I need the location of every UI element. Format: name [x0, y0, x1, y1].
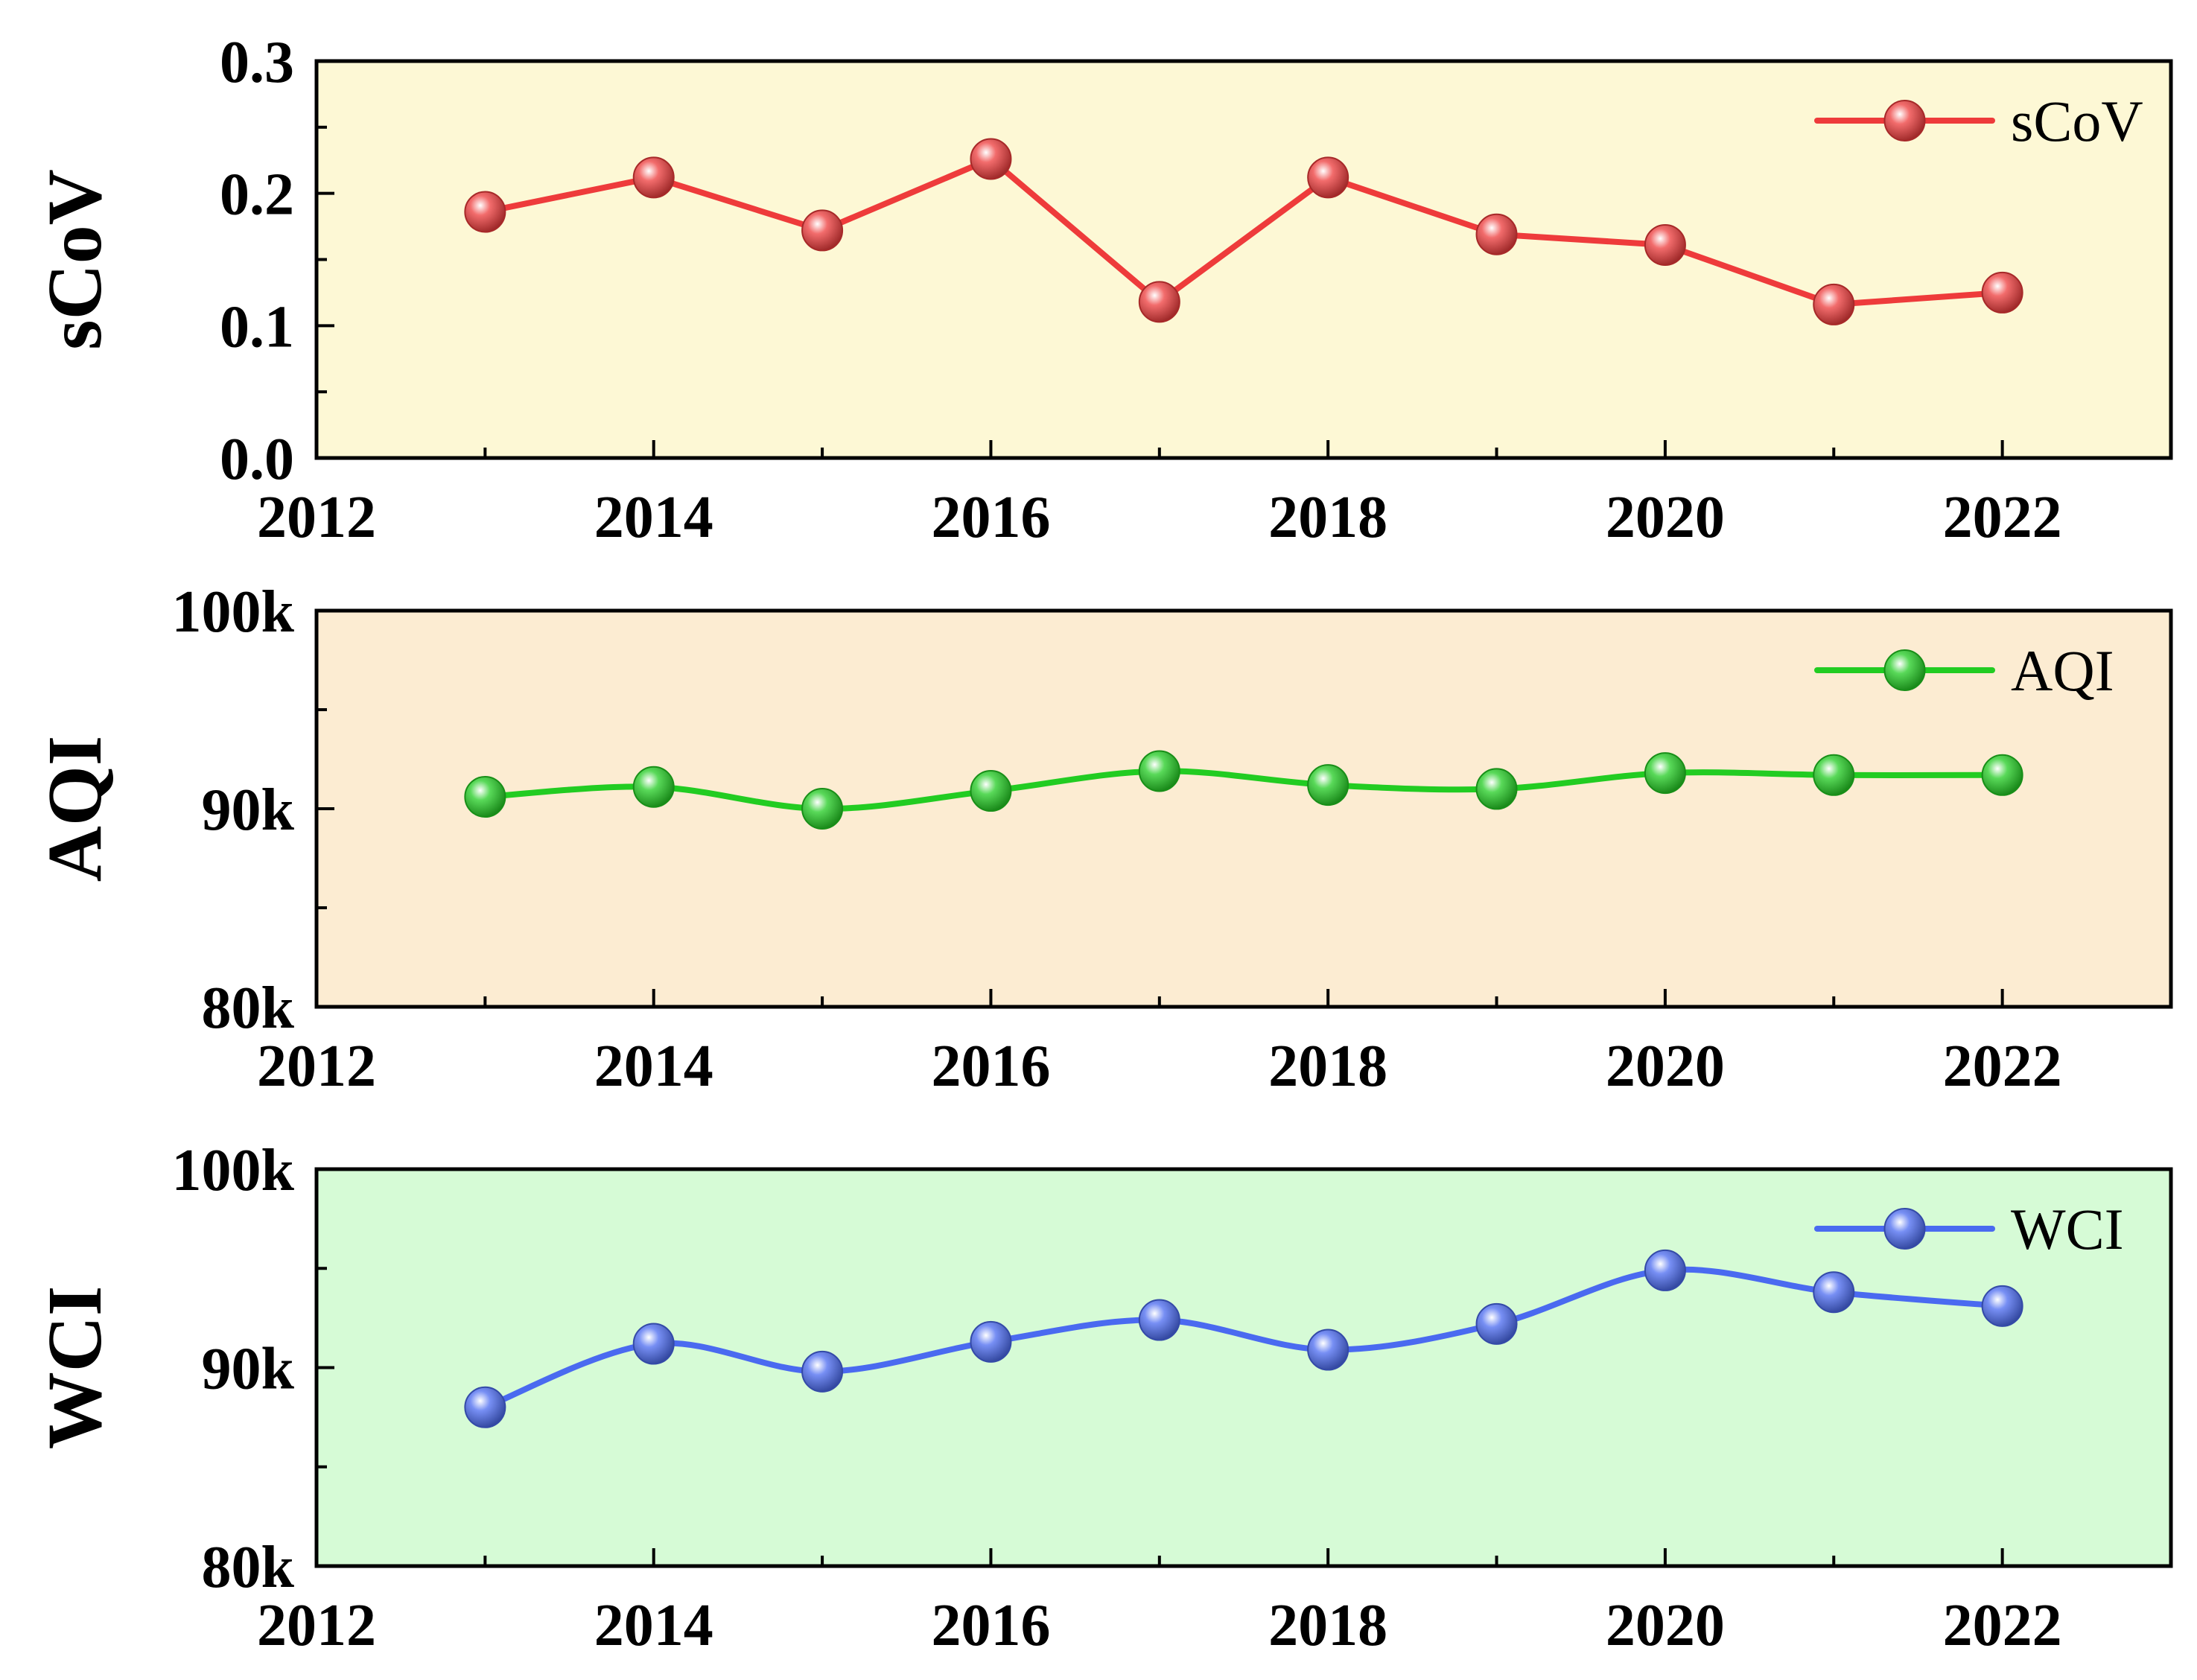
- x-tick-label: 2018: [1268, 485, 1387, 550]
- x-tick-label: 2022: [1943, 1593, 2062, 1658]
- wci-data-point: [464, 1386, 506, 1428]
- x-tick-label: 2012: [257, 1034, 376, 1099]
- x-tick-label: 2014: [594, 1034, 713, 1099]
- aqi-data-point: [1644, 752, 1686, 795]
- aqi-data-point: [970, 770, 1012, 812]
- aqi-data-point: [1813, 754, 1855, 796]
- scov-legend-marker: [1883, 100, 1926, 141]
- x-tick-label: 2016: [931, 485, 1050, 550]
- wci-data-point: [1307, 1329, 1349, 1371]
- scov-y-axis-title: sCoV: [32, 169, 118, 350]
- aqi-plot-area: [317, 611, 2171, 1007]
- y-tick-label: 80k: [202, 976, 295, 1041]
- scov-data-point: [1307, 156, 1349, 199]
- x-tick-label: 2014: [594, 1593, 713, 1658]
- wci-series-line: [482, 1266, 2006, 1410]
- wci-data-point: [1981, 1285, 2023, 1327]
- wci-legend-marker: [1883, 1208, 1926, 1250]
- aqi-data-point: [1981, 754, 2023, 796]
- aqi-data-point: [464, 776, 506, 818]
- wci-data-point: [632, 1323, 675, 1365]
- x-tick-label: 2014: [594, 485, 713, 550]
- wci-data-point: [801, 1350, 844, 1393]
- aqi-series-line: [482, 768, 2006, 812]
- aqi-data-point: [1307, 764, 1349, 806]
- scov-data-point: [1138, 281, 1180, 323]
- scov-data-point: [801, 209, 844, 252]
- x-tick-label: 2012: [257, 1593, 376, 1658]
- scov-data-point: [970, 138, 1012, 180]
- aqi-legend-label: AQI: [2011, 638, 2114, 703]
- x-tick-label: 2016: [931, 1034, 1050, 1099]
- x-tick-label: 2020: [1606, 485, 1725, 550]
- scov-legend: sCoV: [1814, 89, 2143, 153]
- aqi-y-axis-title: AQI: [32, 736, 118, 882]
- scov-plot-area: [317, 61, 2171, 458]
- x-tick-label: 2022: [1943, 1034, 2062, 1099]
- scov-data-point: [632, 156, 675, 199]
- aqi-data-point: [801, 788, 844, 830]
- aqi-data-point: [1475, 768, 1518, 810]
- x-tick-label: 2020: [1606, 1593, 1725, 1658]
- y-tick-label: 100k: [172, 1138, 295, 1203]
- wci-plot-area: [317, 1169, 2171, 1566]
- scov-series-line: [482, 156, 2006, 308]
- scov-data-point: [1981, 271, 2023, 314]
- x-tick-label: 2018: [1268, 1034, 1387, 1099]
- wci-data-point: [1813, 1271, 1855, 1314]
- wci-y-axis-title: WCI: [32, 1286, 118, 1450]
- wci-legend-label: WCI: [2011, 1197, 2124, 1261]
- y-tick-label: 0.1: [220, 294, 294, 360]
- wci-data-point: [970, 1320, 1012, 1363]
- aqi-data-point: [632, 766, 675, 808]
- y-tick-label: 0.0: [220, 427, 294, 492]
- wci-data-point: [1644, 1249, 1686, 1291]
- aqi-legend-marker: [1883, 649, 1926, 691]
- x-tick-label: 2018: [1268, 1593, 1387, 1658]
- wci-panel: 2012 2014 2016 2018 2020 2022 80k 90k 100k WCI WCI: [32, 1138, 2173, 1658]
- wci-legend: WCI: [1814, 1197, 2124, 1261]
- y-tick-label: 80k: [202, 1535, 295, 1600]
- aqi-legend: AQI: [1814, 638, 2114, 703]
- x-tick-label: 2016: [931, 1593, 1050, 1658]
- scov-data-point: [1475, 213, 1518, 255]
- aqi-panel: 2012 2014 2016 2018 2020 2022 80k 90k 100k AQI AQI: [32, 579, 2173, 1099]
- y-tick-label: 0.3: [220, 30, 294, 95]
- x-tick-label: 2020: [1606, 1034, 1725, 1099]
- aqi-frame: [314, 608, 2173, 1009]
- y-tick-label: 90k: [202, 1337, 295, 1402]
- y-tick-label: 100k: [172, 579, 295, 645]
- scov-panel: 2012 2014 2016 2018 2020 2022 0.0 0.1 0.2 0.3 sCoV…: [32, 30, 2173, 550]
- wci-data-point: [1138, 1299, 1180, 1341]
- wci-frame: [314, 1167, 2173, 1568]
- x-tick-label: 2012: [257, 485, 376, 550]
- scov-data-point: [464, 191, 506, 233]
- scov-frame: [314, 59, 2173, 460]
- scov-data-point: [1644, 223, 1686, 266]
- scov-data-point: [1813, 283, 1855, 325]
- aqi-data-point: [1138, 750, 1180, 792]
- wci-data-point: [1475, 1302, 1518, 1345]
- y-tick-label: 0.2: [220, 162, 294, 228]
- y-tick-label: 90k: [202, 777, 295, 843]
- scov-legend-label: sCoV: [2011, 89, 2143, 153]
- x-tick-label: 2022: [1943, 485, 2062, 550]
